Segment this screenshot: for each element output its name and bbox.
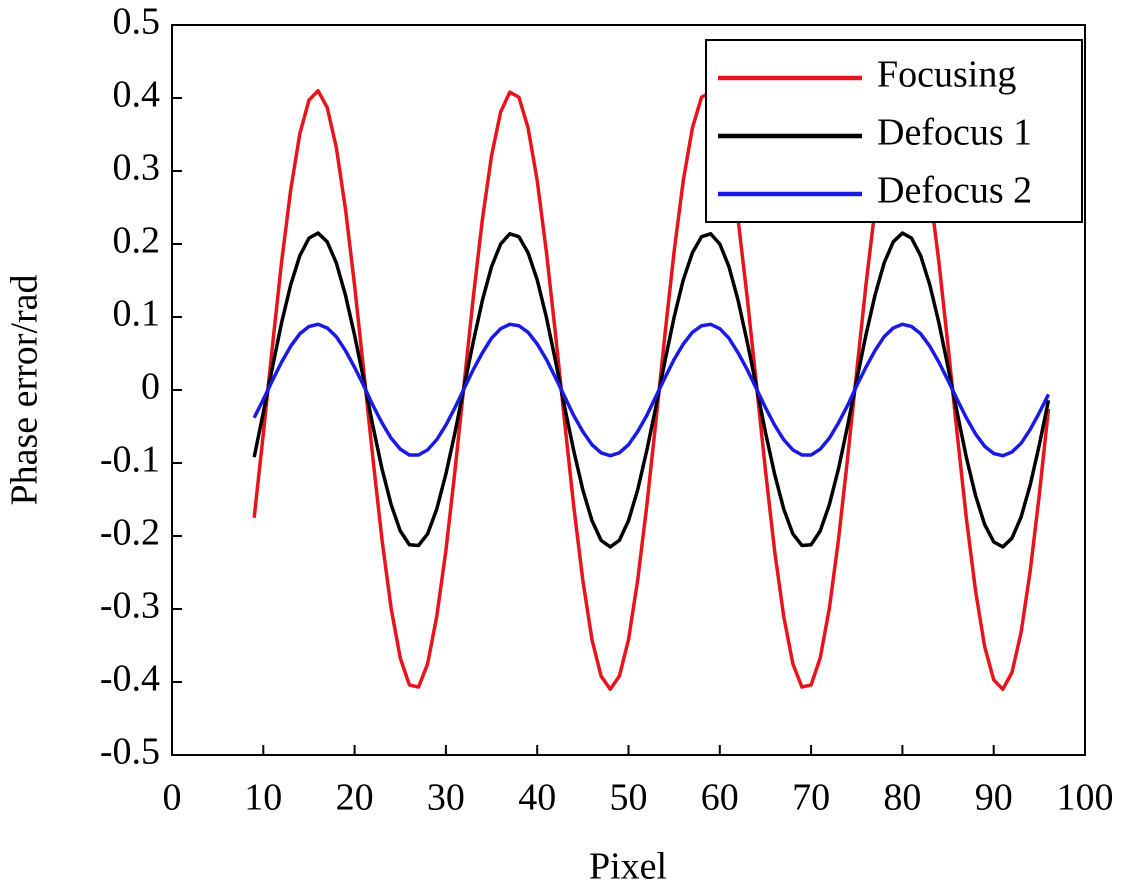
x-tick-label: 90 [975, 777, 1013, 819]
x-tick-label: 60 [701, 777, 739, 819]
y-tick-label: -0.1 [100, 439, 160, 481]
y-tick-label: 0.3 [113, 147, 161, 189]
y-tick-label: 0 [141, 366, 160, 408]
x-tick-label: 20 [336, 777, 374, 819]
x-tick-label: 40 [518, 777, 556, 819]
y-tick-label: -0.4 [100, 658, 160, 700]
y-tick-label: -0.5 [100, 731, 160, 773]
y-tick-label: 0.5 [113, 1, 161, 43]
series-line [252, 322, 1051, 458]
legend-box [705, 39, 1083, 223]
legend-label: Focusing [877, 54, 1016, 96]
x-axis-label: Pixel [589, 846, 667, 888]
x-tick-label: 50 [610, 777, 648, 819]
y-tick-label: -0.3 [100, 585, 160, 627]
x-tick-label: 30 [427, 777, 465, 819]
series-line [252, 231, 1051, 549]
x-tick-label: 10 [244, 777, 282, 819]
x-tick-label: 80 [883, 777, 921, 819]
x-tick-label: 100 [1057, 777, 1114, 819]
y-axis-label: Phase error/rad [4, 274, 46, 505]
y-tick-label: 0.4 [113, 74, 161, 116]
legend-label: Defocus 1 [877, 112, 1032, 154]
x-tick-label: 70 [792, 777, 830, 819]
legend-label: Defocus 2 [877, 170, 1032, 212]
y-tick-label: 0.1 [113, 293, 161, 335]
x-tick-label: 0 [163, 777, 182, 819]
y-tick-label: 0.2 [113, 220, 161, 262]
y-tick-label: -0.2 [100, 512, 160, 554]
